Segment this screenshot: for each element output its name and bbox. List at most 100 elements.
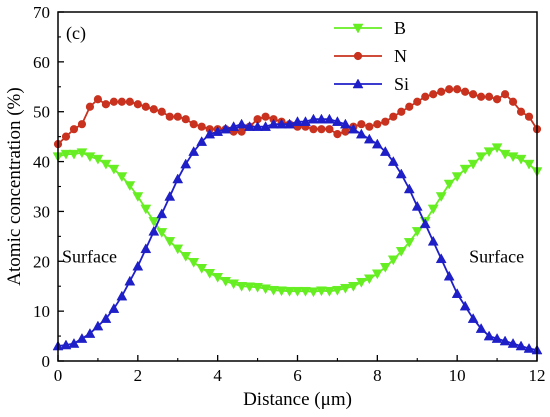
data-point-n <box>333 130 342 139</box>
legend-item-b: B <box>334 18 406 38</box>
data-point-n <box>69 125 79 134</box>
data-point-si <box>491 333 503 343</box>
data-point-si <box>252 121 264 131</box>
y-tick-label: 0 <box>42 352 51 371</box>
data-point-n <box>461 87 470 96</box>
data-point-n <box>93 95 103 104</box>
x-tick-label: 2 <box>134 366 143 385</box>
data-point-si <box>419 218 431 229</box>
data-point-si <box>148 225 160 236</box>
data-point-b <box>395 247 407 257</box>
data-point-si <box>499 335 511 346</box>
data-point-n <box>365 122 374 131</box>
data-point-si <box>68 338 80 348</box>
y-tick-label: 30 <box>33 202 50 221</box>
data-point-si <box>284 118 295 129</box>
data-point-si <box>196 136 208 146</box>
data-point-n <box>133 100 142 109</box>
data-point-b <box>260 284 271 295</box>
annotations: Surface Surface <box>62 246 524 266</box>
data-point-b <box>499 149 511 160</box>
data-point-n <box>309 125 318 134</box>
data-point-si <box>164 190 176 201</box>
data-point-n <box>157 107 166 116</box>
data-point-b <box>172 244 184 255</box>
data-point-b <box>387 255 399 266</box>
data-point-n <box>149 105 158 114</box>
data-point-si <box>268 118 279 129</box>
data-point-b <box>204 269 216 279</box>
data-point-n <box>117 97 126 106</box>
data-point-si <box>347 123 359 134</box>
legend-label-si: Si <box>394 74 409 94</box>
data-point-b <box>116 172 128 183</box>
data-point-si <box>363 133 375 144</box>
data-point-si <box>308 113 319 124</box>
data-point-si <box>244 121 256 131</box>
data-point-n <box>469 90 478 99</box>
data-point-si <box>228 121 240 131</box>
data-point-si <box>387 156 399 166</box>
data-point-si <box>467 313 479 323</box>
x-tick-label: 0 <box>54 366 63 385</box>
x-axis-title: Distance (μm) <box>243 389 352 410</box>
data-point-b <box>76 148 88 159</box>
data-point-b <box>451 172 463 183</box>
y-tick-label: 60 <box>33 53 50 72</box>
data-point-b <box>467 159 479 170</box>
data-point-b <box>108 164 120 175</box>
legend-marker-n <box>353 51 363 61</box>
legend-item-n: N <box>334 46 407 66</box>
data-point-n <box>405 102 414 111</box>
data-point-si <box>339 118 351 129</box>
legend: BN Si <box>334 18 409 94</box>
data-point-si <box>140 243 152 254</box>
data-point-b <box>124 181 136 192</box>
panel-label: (c) <box>66 23 86 44</box>
data-point-si <box>156 208 168 219</box>
surface-annotation: Surface <box>62 246 117 266</box>
x-tick-label: 8 <box>373 366 382 385</box>
data-point-si <box>371 138 383 149</box>
series-n <box>53 85 542 149</box>
x-tick-label: 10 <box>449 366 466 385</box>
data-point-n <box>445 85 454 94</box>
data-point-si <box>403 183 415 194</box>
data-point-n <box>485 92 494 101</box>
data-point-n <box>453 85 462 94</box>
data-point-b <box>140 204 152 215</box>
data-point-n <box>197 122 206 131</box>
data-point-b <box>236 281 248 292</box>
data-point-n <box>181 115 190 124</box>
data-point-si <box>324 113 335 124</box>
data-point-n <box>373 120 382 129</box>
data-point-si <box>84 328 96 338</box>
legend-item-si: Si <box>334 74 409 94</box>
series-si <box>52 113 543 355</box>
data-point-si <box>475 323 487 333</box>
data-point-b <box>308 287 319 298</box>
data-point-si <box>124 275 136 286</box>
data-point-b <box>84 152 96 163</box>
data-point-n <box>85 102 95 111</box>
series-line-si <box>57 118 538 351</box>
data-point-si <box>515 340 527 351</box>
data-point-b <box>427 204 439 215</box>
x-tick-label: 12 <box>529 366 546 385</box>
data-point-b <box>403 238 415 248</box>
data-point-b <box>363 274 375 285</box>
data-point-b <box>148 217 160 227</box>
data-point-n <box>429 90 438 99</box>
data-point-b <box>228 279 240 290</box>
data-point-b <box>339 283 351 294</box>
data-point-b <box>220 276 232 287</box>
data-point-si <box>523 343 535 353</box>
data-point-si <box>188 146 200 156</box>
data-point-si <box>395 168 407 179</box>
legend-marker-b <box>352 23 364 34</box>
data-point-b <box>92 154 104 165</box>
data-point-n <box>61 132 71 141</box>
data-point-b <box>100 159 112 170</box>
data-point-n <box>357 120 366 129</box>
